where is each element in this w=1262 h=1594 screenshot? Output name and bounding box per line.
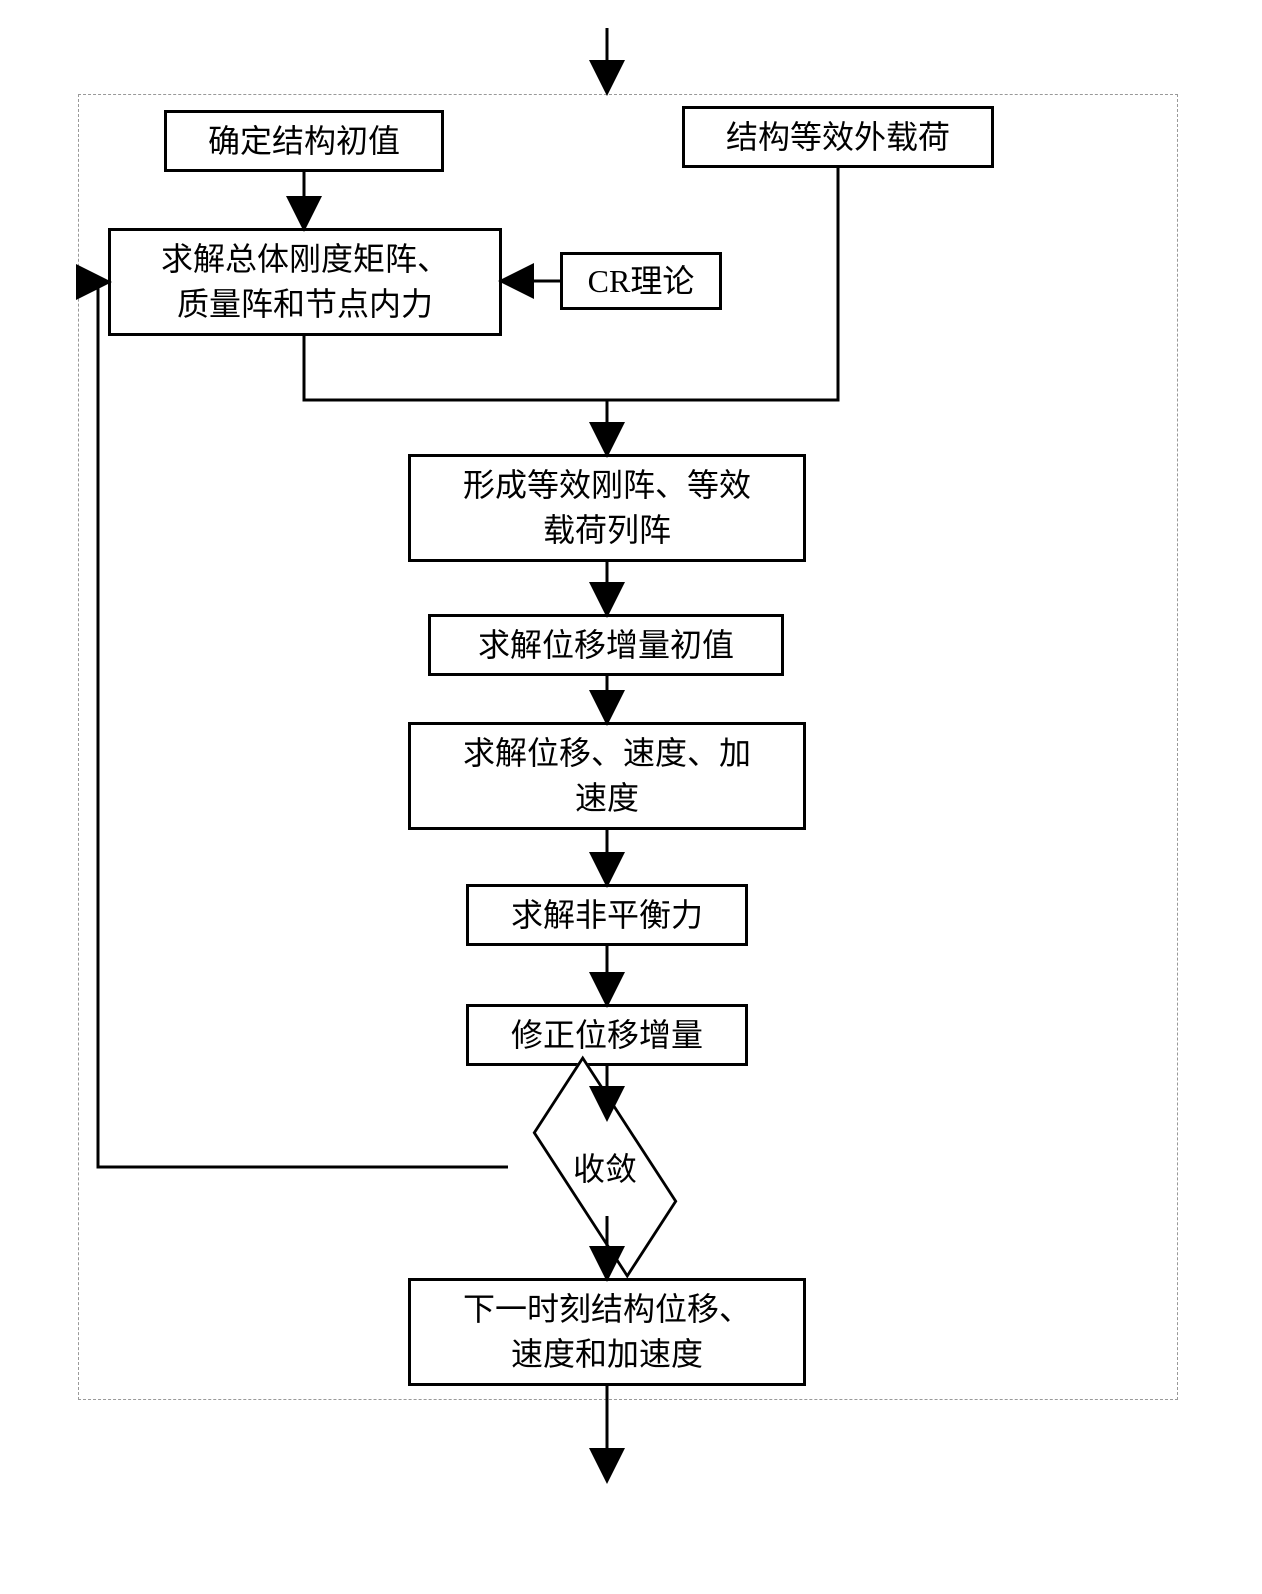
node-cr-theory: CR理论 [560, 252, 722, 310]
node-label: 结构等效外载荷 [726, 115, 950, 160]
node-next-time-displacement: 下一时刻结构位移、 速度和加速度 [408, 1278, 806, 1386]
node-convergence-decision: 收敛 [520, 1122, 690, 1212]
node-label: 求解位移、速度、加 速度 [463, 731, 751, 821]
node-equivalent-stiffness-load: 形成等效刚阵、等效 载荷列阵 [408, 454, 806, 562]
node-equivalent-external-load: 结构等效外载荷 [682, 106, 994, 168]
node-label: 形成等效刚阵、等效 载荷列阵 [463, 463, 751, 553]
node-initial-structure-value: 确定结构初值 [164, 110, 444, 172]
node-label: 确定结构初值 [208, 119, 400, 164]
node-correct-displacement-increment: 修正位移增量 [466, 1004, 748, 1066]
edge-n3-n5 [304, 336, 607, 452]
node-label: 求解位移增量初值 [478, 623, 734, 668]
node-label: 求解总体刚度矩阵、 质量阵和节点内力 [161, 237, 449, 327]
node-solve-displacement-velocity-accel: 求解位移、速度、加 速度 [408, 722, 806, 830]
node-solve-unbalanced-force: 求解非平衡力 [466, 884, 748, 946]
node-label: 下一时刻结构位移、 速度和加速度 [463, 1287, 751, 1377]
node-label: CR理论 [588, 259, 695, 304]
node-solve-stiffness-matrix: 求解总体刚度矩阵、 质量阵和节点内力 [108, 228, 502, 336]
node-label: 求解非平衡力 [511, 893, 703, 938]
node-label: 收敛 [573, 1144, 637, 1190]
node-label: 修正位移增量 [511, 1013, 703, 1058]
node-displacement-increment-initial: 求解位移增量初值 [428, 614, 784, 676]
